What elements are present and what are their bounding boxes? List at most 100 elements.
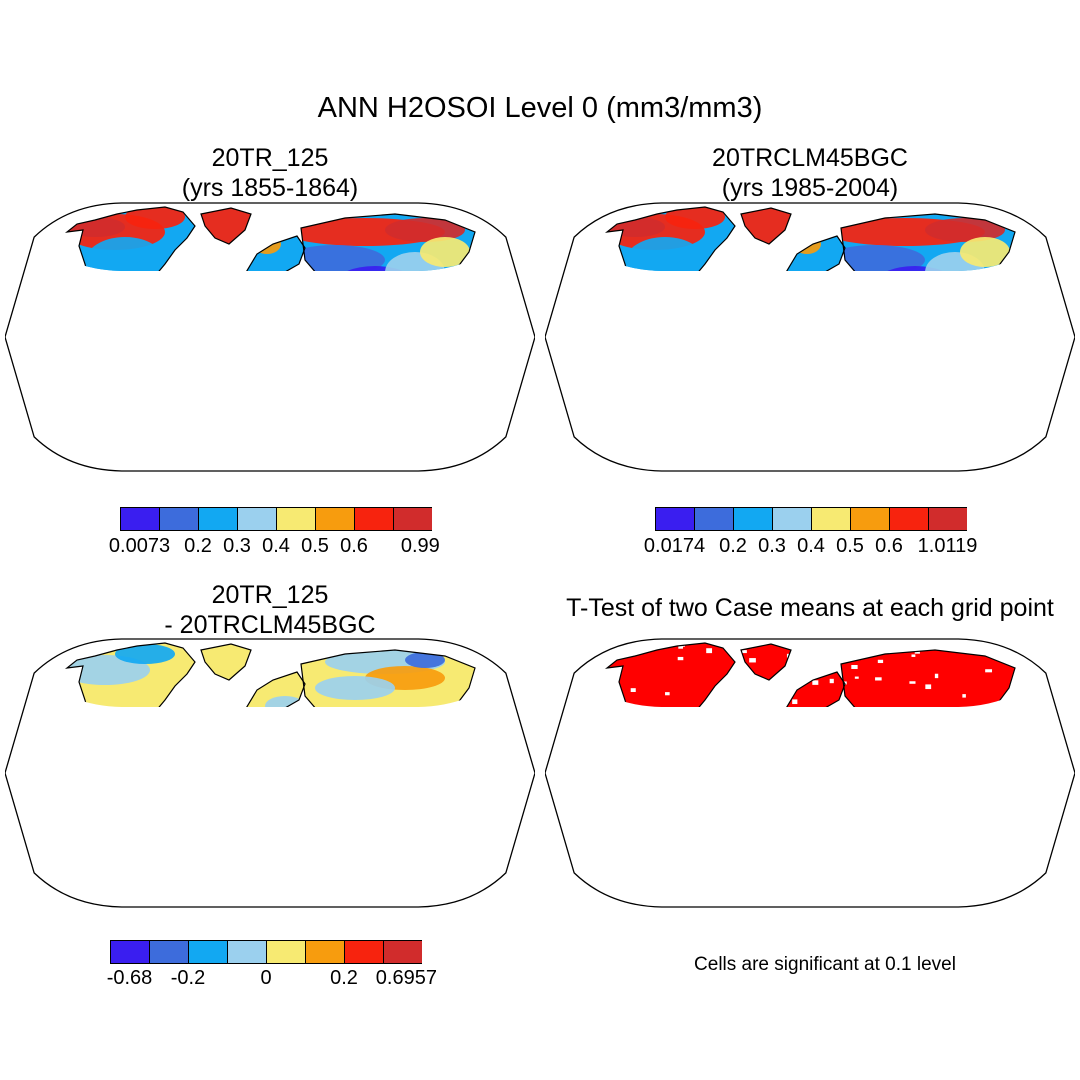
map-ttest-coastline-asia bbox=[840, 649, 1016, 707]
map-ttest-nonsig-cell bbox=[630, 688, 636, 692]
colorbar-diff-tick-label: -0.68 bbox=[106, 967, 153, 989]
map-ttest bbox=[545, 638, 1075, 908]
map-ttest-land-asia bbox=[841, 650, 1015, 707]
map-diff-field-patch bbox=[265, 696, 305, 707]
map-ttest-nonsig-cell bbox=[678, 646, 683, 649]
map-ttest-nonsig-cell bbox=[962, 694, 966, 698]
map-ttest-nonsig-cell bbox=[677, 656, 684, 661]
panel-title-diff-line2: - 20TRCLM45BGC bbox=[164, 611, 376, 639]
colorbar-case2-swatch bbox=[889, 507, 929, 531]
colorbar-case1-tick-label: 0.3 bbox=[223, 535, 251, 557]
map-ttest-nonsig-cell bbox=[1040, 892, 1044, 895]
map-ttest-nonsig-cell bbox=[911, 654, 916, 657]
map-case2 bbox=[545, 202, 1075, 472]
colorbar-case2-swatch bbox=[772, 507, 812, 531]
colorbar-case2-swatch bbox=[655, 507, 695, 531]
map-ttest-nonsig-cell bbox=[1047, 886, 1053, 891]
map-diff-field-patch bbox=[67, 655, 150, 685]
colorbar-case1-tick-label: 0.2 bbox=[184, 535, 212, 557]
panel-title-diff-line1: 20TR_125 bbox=[211, 581, 329, 609]
colorbar-case1-labels: 0.0073 0.2 0.3 0.4 0.5 0.6 0.99 bbox=[109, 535, 440, 559]
map-ttest-nonsig-cell bbox=[1042, 662, 1048, 665]
map-diff-coastline-greenland bbox=[200, 643, 252, 681]
map-ttest-nonsig-cell bbox=[1032, 898, 1036, 902]
panel-title-ttest: T-Test of two Case means at each grid po… bbox=[540, 593, 1080, 623]
map-ttest-nonsig-cell bbox=[1035, 905, 1038, 908]
map-diff-field-patch bbox=[115, 644, 175, 664]
colorbar-diff-swatch bbox=[227, 940, 267, 964]
map-ttest-nonsig-cell bbox=[792, 699, 798, 705]
colorbar-case1-swatch bbox=[393, 507, 432, 531]
map-ttest-nonsig-cell bbox=[851, 664, 858, 669]
map-case2-coastline-europe bbox=[784, 235, 846, 271]
map-ttest-nonsig-cell bbox=[854, 676, 859, 679]
map-ttest-nonsig-cell bbox=[934, 673, 939, 679]
map-diff-coastline-europe bbox=[244, 671, 306, 707]
colorbar-case2-tick-label: 0.0174 bbox=[643, 535, 706, 557]
colorbar-diff-tick-label: -0.2 bbox=[170, 967, 206, 989]
colorbar-diff-swatch bbox=[149, 940, 189, 964]
colorbar-case2-swatch bbox=[694, 507, 734, 531]
panel-title-case2: 20TRCLM45BGC (yrs 1985-2004) bbox=[610, 143, 1010, 203]
map-ttest-nonsig-cell bbox=[706, 648, 713, 654]
map-case2-coastline-northAmerica bbox=[604, 206, 736, 271]
map-ttest-nonsig-cell bbox=[877, 659, 884, 664]
colorbar-case1-tick-label: 0.4 bbox=[262, 535, 290, 557]
map-ttest-nonsig-cell bbox=[1030, 650, 1036, 654]
colorbar-case2-tick-label: 0.5 bbox=[836, 535, 864, 557]
map-case1-field-patch bbox=[85, 237, 165, 271]
panel-title-diff: 20TR_125 - 20TRCLM45BGC bbox=[70, 580, 470, 640]
colorbar-case2-tick-label: 1.0119 bbox=[917, 535, 978, 557]
colorbar-diff-labels: -0.68 -0.2 0 0.2 0.6957 bbox=[106, 967, 437, 991]
colorbar-case1 bbox=[120, 507, 432, 531]
colorbar-diff-swatch bbox=[110, 940, 150, 964]
map-diff-field-patch bbox=[315, 676, 395, 700]
panel-title-case2-line1: 20TRCLM45BGC bbox=[712, 144, 908, 172]
map-ttest-nonsig-cell bbox=[1042, 659, 1047, 663]
map-case1-field-patch bbox=[125, 207, 185, 229]
map-ttest-nonsig-cell bbox=[1033, 893, 1037, 896]
map-ttest-nonsig-cell bbox=[741, 650, 747, 654]
map-case1-field-patch bbox=[420, 237, 470, 267]
map-case1-coastline-greenland bbox=[200, 207, 252, 245]
map-ttest-nonsig-cell bbox=[829, 678, 834, 684]
colorbar-case2-tick-label: 0.6 bbox=[875, 535, 903, 557]
map-ttest-map-frame bbox=[545, 638, 1075, 908]
colorbar-case1-swatch bbox=[315, 507, 355, 531]
colorbar-case2 bbox=[655, 507, 967, 531]
map-case1-coastline-europe bbox=[244, 235, 306, 271]
map-ttest-nonsig-cell bbox=[1006, 902, 1011, 906]
colorbar-diff-swatch bbox=[383, 940, 422, 964]
map-case1-coastline-asia bbox=[300, 213, 476, 271]
map-ttest-nonsig-cell bbox=[909, 681, 916, 684]
map-ttest-nonsig-cell bbox=[665, 692, 670, 696]
map-ttest-nonsig-cell bbox=[1042, 659, 1047, 663]
map-case2-field-patch bbox=[625, 237, 705, 271]
colorbar-case1-tick-label: 0.5 bbox=[301, 535, 329, 557]
map-ttest-nonsig-cell bbox=[1037, 653, 1042, 656]
map-ttest-nonsig-cell bbox=[985, 669, 993, 673]
map-case2-field-patch bbox=[960, 237, 1010, 267]
colorbar-case1-swatch bbox=[354, 507, 394, 531]
map-ttest-nonsig-cell bbox=[1030, 645, 1034, 649]
map-ttest-nonsig-cell bbox=[1035, 905, 1038, 908]
panel-title-ttest-line1: T-Test of two Case means at each grid po… bbox=[566, 594, 1054, 622]
map-ttest-coastline-northAmerica bbox=[604, 642, 736, 707]
colorbar-case2-tick-label: 0.2 bbox=[719, 535, 747, 557]
map-ttest-nonsig-cell bbox=[875, 677, 882, 681]
map-case2-coastline-greenland bbox=[740, 207, 792, 245]
map-case1-map-frame bbox=[5, 202, 535, 472]
colorbar-case1-swatch bbox=[120, 507, 160, 531]
map-ttest-coastline-greenland bbox=[740, 643, 792, 681]
colorbar-diff-swatch bbox=[188, 940, 228, 964]
colorbar-diff bbox=[110, 940, 422, 964]
colorbar-case1-swatch bbox=[237, 507, 277, 531]
colorbar-case1-swatch bbox=[198, 507, 238, 531]
colorbar-case1-swatch bbox=[159, 507, 199, 531]
colorbar-diff-tick-label: 0.2 bbox=[330, 967, 358, 989]
panel-title-case1: 20TR_125 (yrs 1855-1864) bbox=[70, 143, 470, 203]
map-ttest-nonsig-cell bbox=[925, 684, 932, 690]
colorbar-case2-swatch bbox=[811, 507, 851, 531]
colorbar-case1-swatch bbox=[276, 507, 316, 531]
map-diff-coastline-northAmerica bbox=[64, 642, 196, 707]
